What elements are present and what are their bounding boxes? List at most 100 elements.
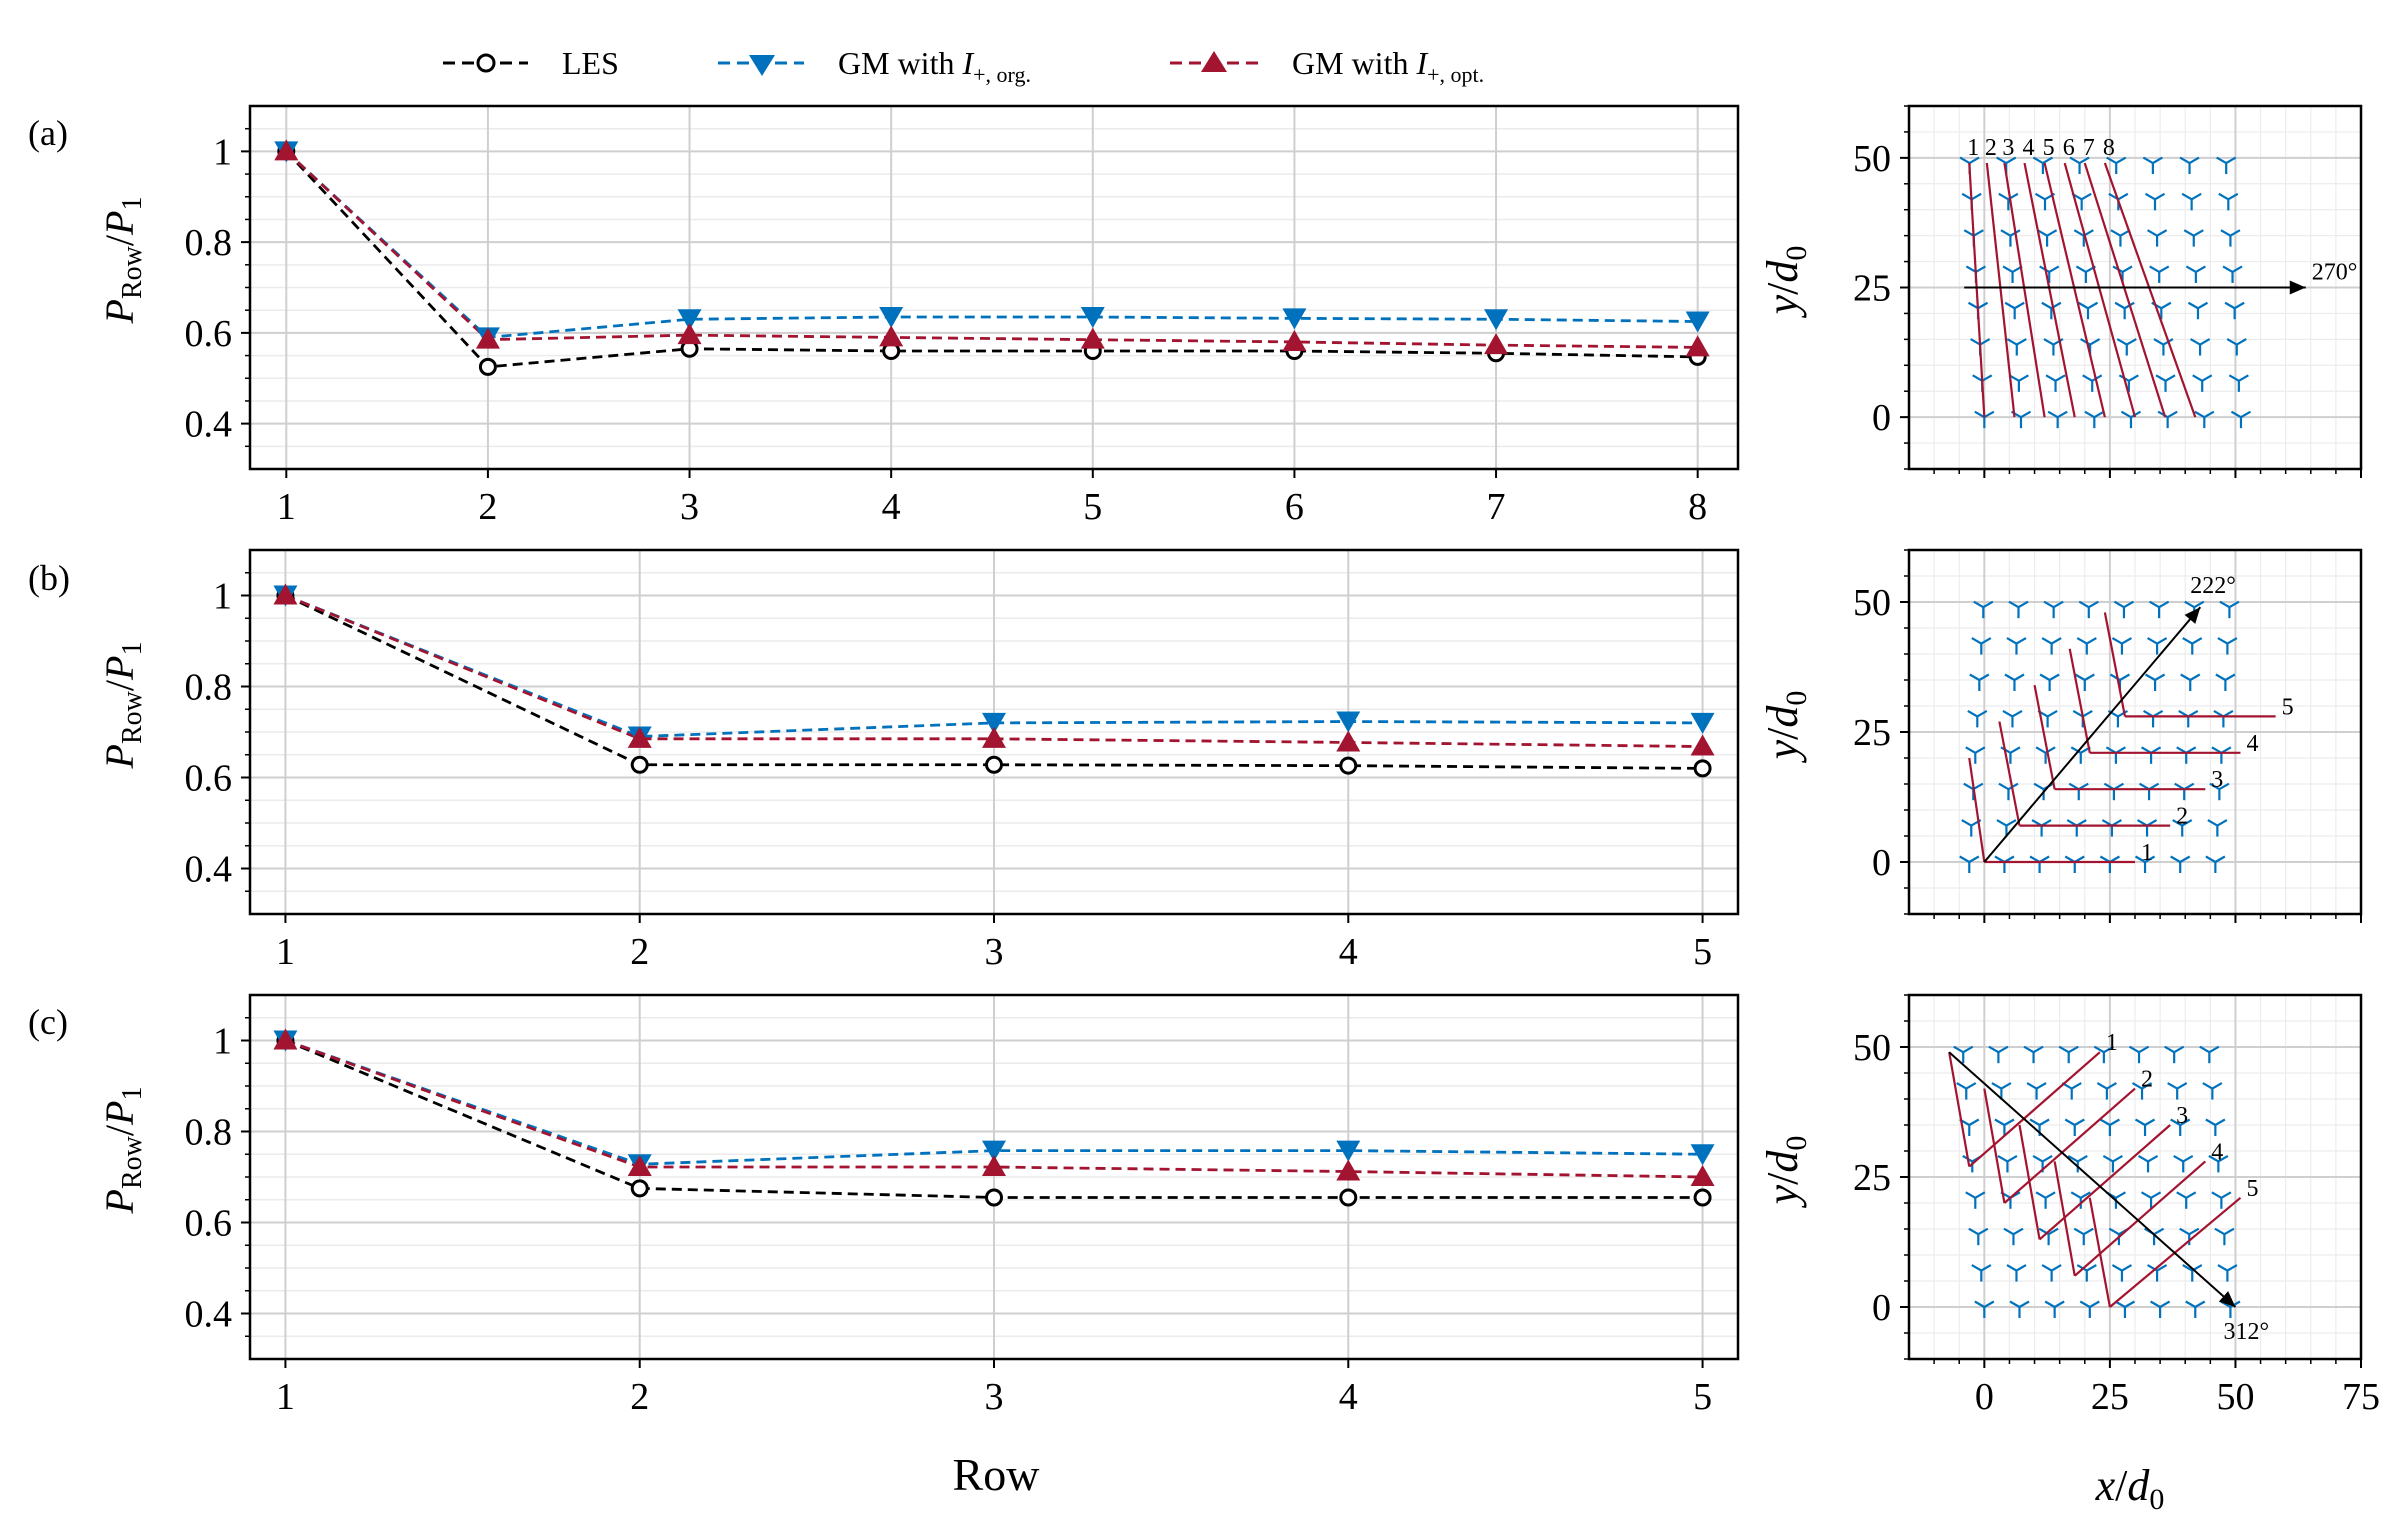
point-gm-opt	[1336, 1159, 1361, 1181]
svg-text:y/d0: y/d0	[1758, 246, 1813, 319]
turbine-icon	[2079, 1300, 2100, 1318]
turbine-icon	[2170, 855, 2191, 873]
turbine-icon	[2214, 1227, 2235, 1246]
x-tick-label: 4	[1339, 931, 1358, 973]
x-tick-label: 3	[680, 486, 699, 528]
axes-frame	[1907, 104, 2363, 471]
turbine-icon	[2131, 1082, 2153, 1100]
axes-frame	[248, 104, 1740, 471]
turbine-icon	[2029, 1118, 2050, 1136]
row-label: 4	[2246, 731, 2258, 757]
row-label: 2	[1985, 135, 1997, 161]
turbine-icon	[2140, 1191, 2162, 1209]
point-gm-org	[879, 306, 904, 328]
turbine-icon	[2006, 338, 2027, 356]
x-tick-label: 1	[276, 931, 295, 973]
row-line	[2068, 648, 2091, 754]
turbine-icon	[2043, 338, 2064, 356]
turbine-icon	[2064, 1118, 2085, 1136]
row-label: 6	[2063, 135, 2075, 161]
row-line	[2043, 162, 2106, 418]
turbine-icon	[1965, 746, 1986, 764]
x-tick-label: 4	[1339, 1376, 1358, 1418]
point-gm-opt	[1282, 329, 1307, 351]
turbine-icon	[1974, 1300, 1995, 1318]
line-chart-a: 0.4 0.6 0.8 1 1 2 3 4 5 6 7 8	[185, 104, 1740, 528]
row-label: 5	[2246, 1176, 2258, 1202]
point-gm-org	[1336, 1140, 1361, 1162]
turbine-icon	[2228, 374, 2249, 392]
x-tick-label: 3	[985, 1376, 1004, 1418]
axes-frame	[1907, 548, 2363, 916]
turbine-icon	[2039, 265, 2060, 283]
turbine-icon	[2073, 1227, 2094, 1246]
turbine-icon	[2170, 1118, 2191, 1136]
row-line	[2063, 162, 2137, 418]
point-gm-opt	[1336, 730, 1361, 752]
y-tick-label: 0.6	[185, 313, 233, 355]
svg-text:PRow/P1: PRow/P1	[97, 197, 148, 325]
row-label: 4	[2023, 135, 2035, 161]
turbine-icon	[1988, 1045, 2009, 1064]
row-line	[2023, 162, 2076, 418]
x-tick-label: 2	[630, 931, 649, 973]
x-tick-label: 2	[478, 486, 497, 528]
turbine-icon	[2150, 1300, 2171, 1318]
turbine-icon	[2041, 301, 2062, 320]
layout-ylabel-b: y/d0	[1758, 691, 1813, 764]
turbine-icon	[2111, 1264, 2133, 1282]
turbine-icon	[2035, 746, 2056, 764]
row-line	[2003, 1087, 2136, 1204]
point-les	[1693, 759, 1712, 778]
turbine-icon	[2190, 338, 2211, 356]
row-line	[2088, 1197, 2111, 1308]
line-chart-b: 0.4 0.6 0.8 1 1 2 3 4 5	[185, 548, 1740, 973]
turbine-icon	[2096, 1082, 2117, 1100]
turbine-icon	[1967, 709, 1988, 728]
y-tick-label: 50	[1853, 1027, 1891, 1069]
point-les	[1693, 1188, 1712, 1207]
turbine-icon	[2111, 637, 2133, 655]
layout-xlabel: x/d0	[2095, 1461, 2165, 1516]
x-tick-label: 1	[276, 1376, 295, 1418]
legend: LES GM with I+, org. GM with I+, opt.	[443, 45, 1484, 87]
turbine-icon	[1959, 855, 1980, 873]
line-chart-c: 0.4 0.6 0.8 1 1 2 3 4 5	[185, 993, 1740, 1418]
turbine-icon	[2144, 1227, 2165, 1246]
point-gm-opt	[273, 1028, 298, 1050]
turbine-icon	[2069, 156, 2090, 175]
turbine-icon	[2220, 229, 2241, 247]
svg-text:PRow/P1: PRow/P1	[97, 642, 148, 770]
turbine-icon	[2183, 229, 2204, 247]
turbine-icon	[2211, 746, 2232, 764]
turbine-icon	[2026, 1082, 2047, 1100]
turbine-icon	[2217, 1264, 2238, 1282]
turbine-icon	[1969, 673, 1990, 691]
turbine-icon	[2064, 855, 2085, 873]
panel-label-c: (c)	[28, 1002, 68, 1042]
point-gm-org	[1282, 308, 1307, 330]
legend-item-les: LES	[443, 45, 619, 81]
point-gm-org	[1336, 711, 1361, 733]
turbine-icon	[1971, 1264, 1992, 1282]
x-tick-label: 5	[1083, 486, 1102, 528]
point-les	[630, 755, 649, 774]
turbine-icon	[2099, 1118, 2120, 1136]
point-gm-org	[1690, 1144, 1715, 1166]
turbine-icon	[2101, 819, 2122, 837]
row-line	[2033, 684, 2056, 790]
turbine-icon	[2145, 673, 2166, 691]
turbine-icon	[2128, 1045, 2150, 1064]
axes-frame	[248, 548, 1740, 916]
turbine-icon	[2218, 192, 2239, 211]
x-tick-label: 4	[882, 486, 901, 528]
point-les	[985, 1188, 1003, 1207]
panel-label-b: (b)	[28, 558, 70, 598]
point-gm-org	[1690, 712, 1715, 734]
turbine-icon	[2173, 1154, 2194, 1173]
row-label: 5	[2282, 694, 2294, 720]
row-line	[1968, 757, 1986, 863]
legend-label-gm-org: GM with I+, org.	[838, 45, 1031, 87]
turbine-icon	[2043, 600, 2064, 619]
turbine-icon	[2029, 855, 2050, 873]
